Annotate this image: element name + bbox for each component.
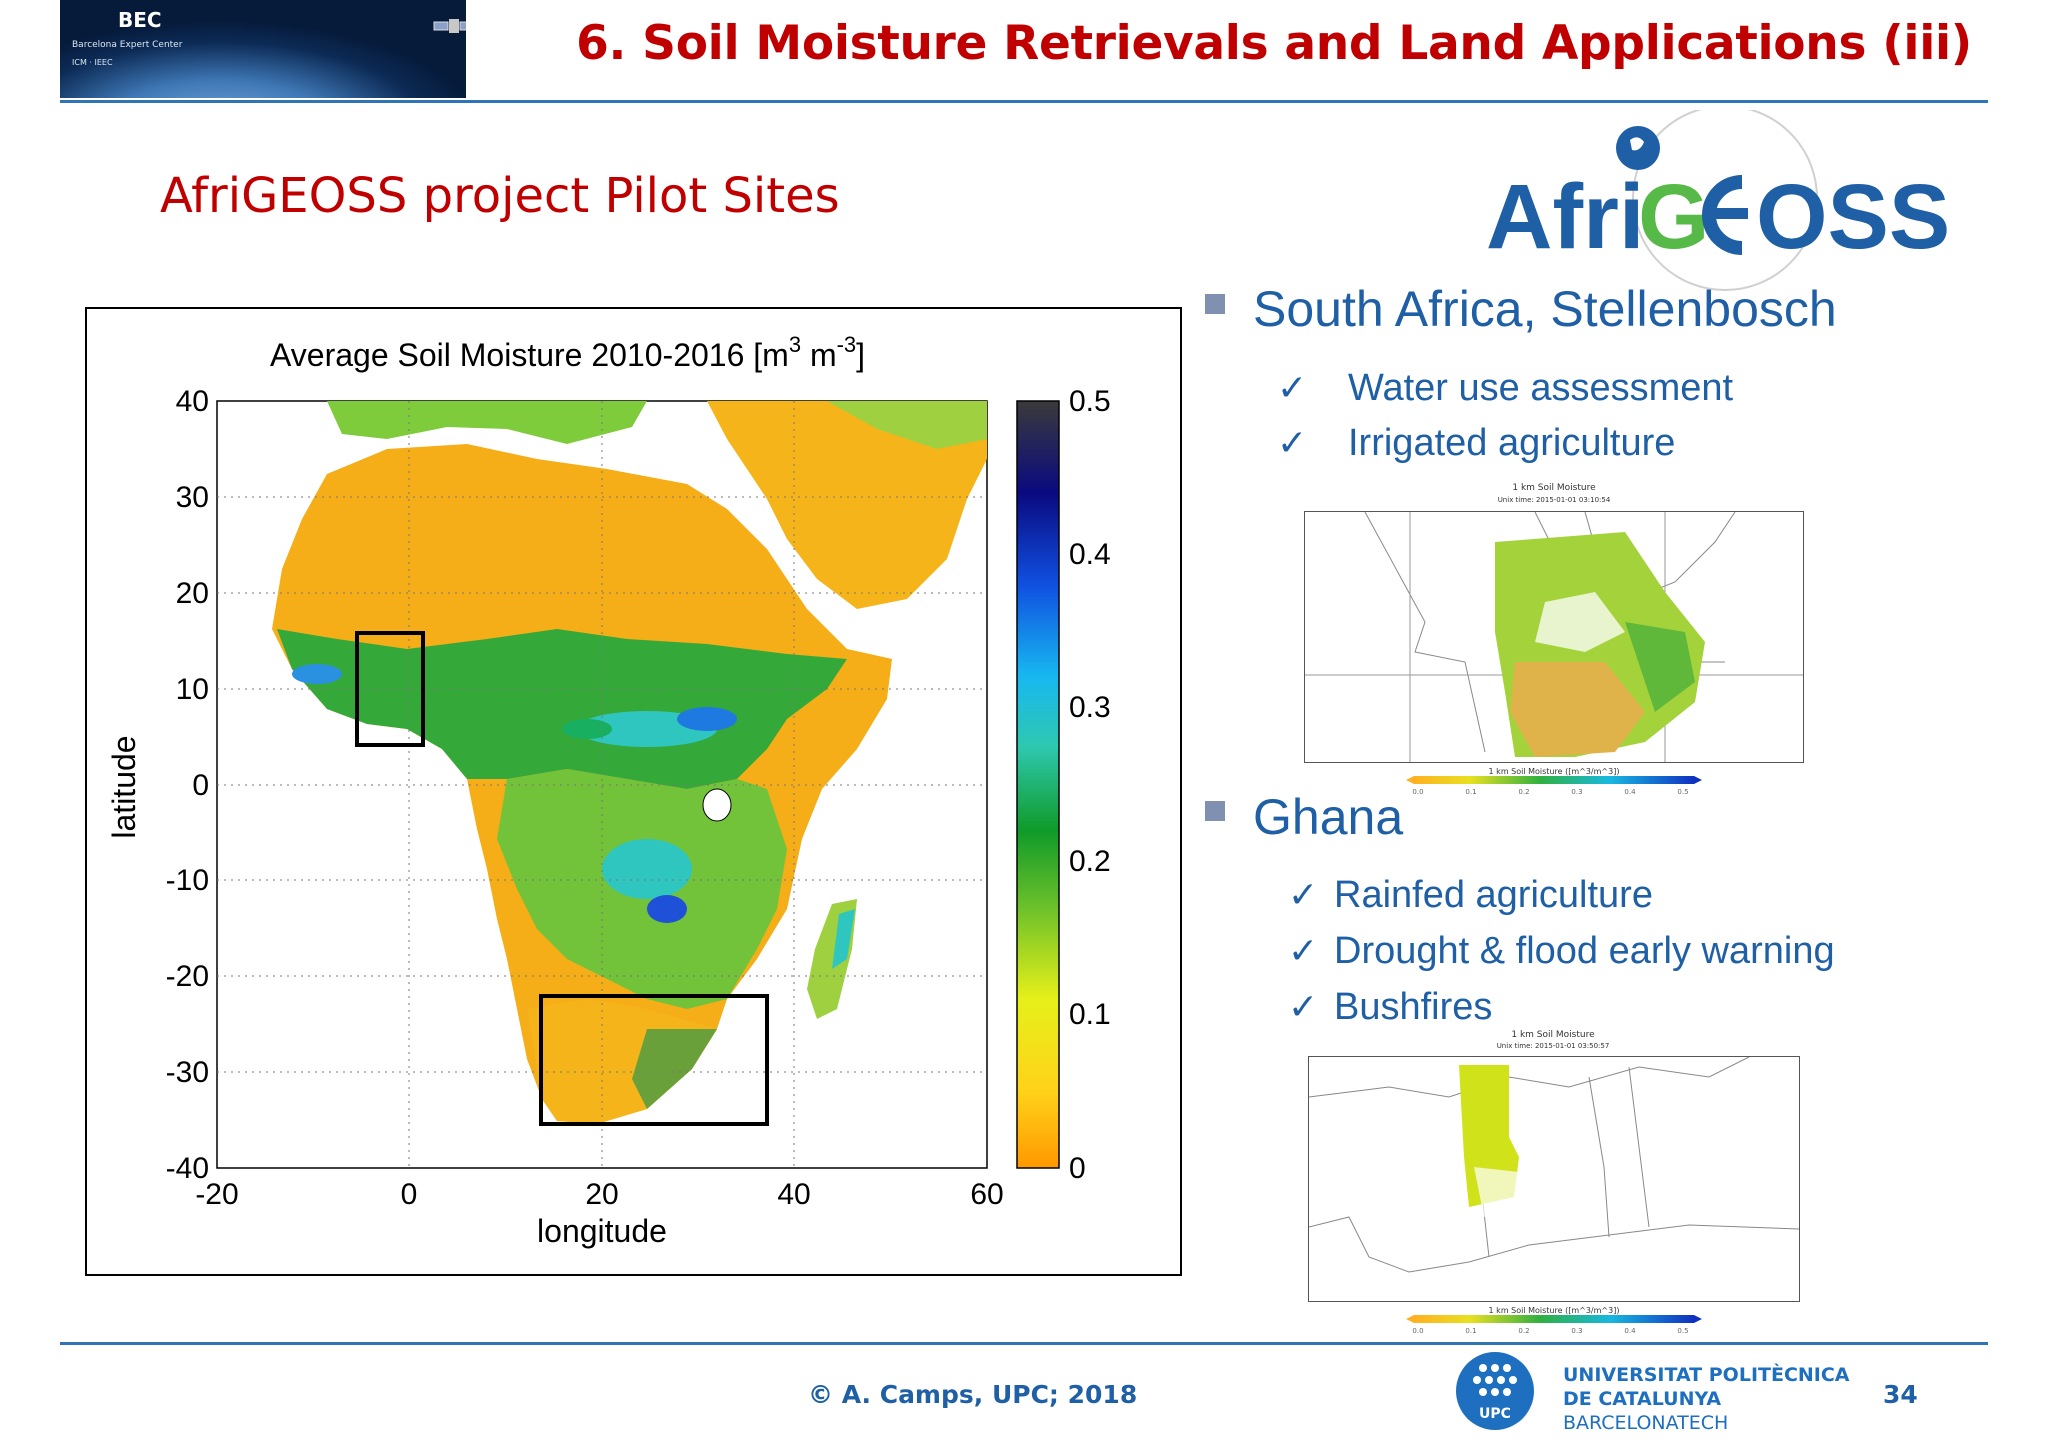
thumb-colorbar-tick: 0.0 (1412, 1327, 1423, 1335)
colorbar-tick-label: 0.3 (1069, 691, 1111, 724)
colorbar (1016, 400, 1060, 1169)
africa-land (272, 401, 987, 1124)
thumb-time: Unix time: 2015-01-01 03:50:57 (1496, 1042, 1610, 1050)
thumb-colorbar-tick: 0.1 (1465, 1327, 1476, 1335)
bec-logo (60, 0, 466, 98)
thumb-colorbar-tick: 0.2 (1518, 1327, 1529, 1335)
site-item: Drought & flood early warning (1334, 930, 1835, 972)
satellite-icon (433, 19, 466, 33)
bec-logo-subtitle: Barcelona Expert Center (72, 40, 183, 50)
thumb-time: Unix time: 2015-01-01 03:10:54 (1497, 496, 1611, 504)
university-line: UNIVERSITAT POLITÈCNICA (1563, 1364, 1850, 1386)
y-tick-label: 0 (192, 769, 209, 802)
y-tick-label: -10 (166, 864, 209, 897)
afrigeoss-logo-oss: OSS (1756, 166, 1950, 268)
x-tick-label: 40 (777, 1178, 810, 1211)
ghana-thumbnail (1308, 1056, 1800, 1302)
site-heading-south-africa: South Africa, Stellenbosch (1253, 281, 1837, 337)
thumb-colorbar-label: 1 km Soil Moisture ([m^3/m^3]) (1489, 1306, 1620, 1315)
section-subtitle: AfriGEOSS project Pilot Sites (160, 168, 840, 224)
y-tick-label: 20 (176, 577, 209, 610)
check-icon: ✓ (1288, 986, 1319, 1027)
upc-logo-text: UPC (1479, 1406, 1511, 1422)
thumb-colorbar-label: 1 km Soil Moisture ([m^3/m^3]) (1489, 767, 1620, 776)
thumb-colorbar-tick: 0.1 (1465, 788, 1476, 796)
map-y-label: latitude (106, 735, 142, 838)
site-item: Bushfires (1334, 986, 1493, 1028)
upc-logo: UPC (1456, 1352, 1534, 1430)
afrigeoss-logo-afri: Afri (1486, 166, 1644, 268)
check-icon: ✓ (1277, 422, 1308, 463)
site-item: Irrigated agriculture (1348, 422, 1676, 464)
check-icon: ✓ (1288, 874, 1319, 915)
site-heading-ghana: Ghana (1253, 789, 1404, 845)
colorbar-tick-label: 0 (1069, 1152, 1086, 1185)
slide-title: 6. Soil Moisture Retrievals and Land App… (576, 16, 1972, 71)
south-africa-site-box (539, 994, 769, 1126)
check-icon: ✓ (1277, 367, 1308, 408)
south-africa-thumb-colorbar: 1 km Soil Moisture ([m^3/m^3]) 0.0 0.1 0… (1406, 767, 1702, 796)
south-africa-thumb-map (1305, 512, 1803, 762)
map-y-ticks: 40 30 20 10 0 -10 -20 -30 -40 (166, 385, 209, 1185)
bec-logo-name: BEC (118, 8, 162, 32)
footer-divider (60, 1342, 1988, 1345)
afrigeoss-logo: Afri G OSS (1480, 105, 1970, 300)
thumb-colorbar-tick: 0.3 (1571, 788, 1582, 796)
y-tick-label: -40 (166, 1152, 209, 1185)
site-item: Rainfed agriculture (1334, 874, 1653, 916)
colorbar-tick-label: 0.1 (1069, 998, 1111, 1031)
map-x-ticks: -20 0 20 40 60 (195, 1178, 1003, 1211)
south-africa-thumbnail (1304, 511, 1804, 763)
upc-logo-mark: UPC (1473, 1364, 1517, 1422)
map-title: Average Soil Moisture 2010-2016 [m3 m-3] (270, 332, 865, 373)
thumb-colorbar-tick: 0.4 (1624, 788, 1636, 796)
thumb-title: 1 km Soil Moisture (1512, 483, 1596, 493)
thumb-colorbar-tick: 0.5 (1677, 1327, 1688, 1335)
x-tick-label: -20 (195, 1178, 238, 1211)
header-divider (60, 100, 1988, 103)
page-number: 34 (1883, 1380, 1918, 1409)
check-icon: ✓ (1288, 930, 1319, 971)
x-tick-label: 60 (970, 1178, 1003, 1211)
university-name: UNIVERSITAT POLITÈCNICA DE CATALUNYA BAR… (1563, 1363, 1850, 1435)
bec-logo-partners: ICM · IEEC (72, 58, 113, 67)
x-tick-label: 0 (401, 1178, 418, 1211)
footer-credit: © A. Camps, UPC; 2018 (808, 1380, 1138, 1409)
thumb-colorbar-tick: 0.4 (1624, 1327, 1636, 1335)
thumb-colorbar-tick: 0.3 (1571, 1327, 1582, 1335)
y-tick-label: -30 (166, 1056, 209, 1089)
y-tick-label: -20 (166, 960, 209, 993)
ghana-site-box (355, 631, 425, 747)
thumb-colorbar-tick: 0.5 (1677, 788, 1688, 796)
colorbar-tick-label: 0.2 (1069, 845, 1111, 878)
thumb-colorbar-tick: 0.2 (1518, 788, 1529, 796)
ghana-thumb-map (1309, 1057, 1799, 1273)
map-grid (217, 401, 987, 1168)
y-tick-label: 10 (176, 673, 209, 706)
ghana-thumb-colorbar: 1 km Soil Moisture ([m^3/m^3]) 0.0 0.1 0… (1406, 1306, 1702, 1335)
y-tick-label: 30 (176, 481, 209, 514)
afrigeoss-e-mark (1702, 175, 1748, 255)
y-tick-label: 40 (176, 385, 209, 418)
bullet-marker (1205, 294, 1225, 314)
colorbar-ticks: 0.5 0.4 0.3 0.2 0.1 0 (1069, 385, 1111, 1185)
university-line: BARCELONATECH (1563, 1412, 1729, 1434)
x-tick-label: 20 (585, 1178, 618, 1211)
colorbar-tick-label: 0.5 (1069, 385, 1111, 418)
soil-moisture-map-figure: Average Soil Moisture 2010-2016 [m3 m-3] (85, 307, 1182, 1276)
afrigeoss-logo-g: G (1638, 166, 1710, 268)
thumb-title: 1 km Soil Moisture (1511, 1030, 1595, 1040)
thumb-colorbar-tick: 0.0 (1412, 788, 1423, 796)
colorbar-tick-label: 0.4 (1069, 538, 1111, 571)
university-line: DE CATALUNYA (1563, 1388, 1722, 1410)
site-item: Water use assessment (1348, 367, 1734, 409)
soil-moisture-map: Average Soil Moisture 2010-2016 [m3 m-3] (106, 332, 1111, 1249)
bullet-marker (1205, 801, 1225, 821)
map-x-label: longitude (537, 1213, 667, 1249)
